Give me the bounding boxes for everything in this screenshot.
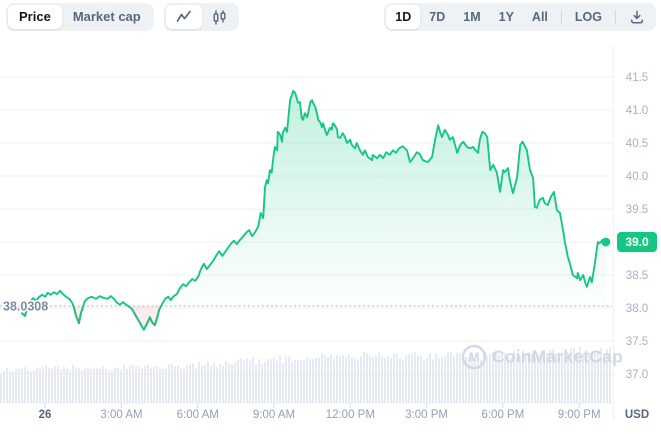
price-line — [21, 89, 607, 331]
x-axis-label: 6:00 PM — [481, 409, 524, 421]
range-selector: 1D 7D 1M 1Y All LOG — [384, 3, 656, 31]
unit-label: USD — [625, 409, 649, 421]
toolbar-divider — [615, 10, 616, 24]
range-button-1d[interactable]: 1D — [386, 5, 421, 29]
line-chart-icon — [176, 10, 191, 22]
x-axis-label: 9:00 PM — [558, 409, 601, 421]
y-axis-label: 40.5 — [626, 138, 648, 150]
price-toggle-button[interactable]: Price — [8, 5, 62, 29]
candlestick-icon — [213, 9, 226, 25]
log-scale-button[interactable]: LOG — [566, 5, 611, 29]
x-axis-label: 3:00 PM — [405, 409, 448, 421]
current-price-dot — [601, 237, 611, 247]
range-button-1m[interactable]: 1M — [454, 5, 489, 29]
x-axis-label: 6:00 AM — [177, 409, 219, 421]
x-axis-label: 12:00 PM — [326, 409, 375, 421]
x-axis-label: 26 — [39, 409, 52, 421]
y-axis-label: 37.0 — [626, 369, 648, 381]
y-axis-label: 37.5 — [626, 336, 648, 348]
range-button-7d[interactable]: 7D — [420, 5, 454, 29]
y-axis-label: 38.0 — [626, 303, 648, 315]
toolbar-left-group: Price Market cap — [6, 3, 239, 31]
x-axis-label: 3:00 AM — [100, 409, 142, 421]
x-axis: 26 3:00 AM 6:00 AM 9:00 AM 12:00 PM 3:00 PM 6:… — [39, 403, 649, 421]
download-chart-button[interactable] — [620, 5, 654, 29]
current-price-label: 39.0 — [625, 235, 649, 249]
y-axis-label: 38.5 — [626, 270, 648, 282]
range-button-all[interactable]: All — [523, 5, 557, 29]
y-axis-label: 39.5 — [626, 204, 648, 216]
market-cap-toggle-button[interactable]: Market cap — [62, 5, 152, 29]
current-price-badge: 39.0 — [617, 232, 657, 252]
y-axis-label: 41.0 — [626, 105, 648, 117]
line-chart-type-button[interactable] — [165, 5, 202, 29]
y-axis-label: 40.0 — [626, 171, 648, 183]
area-fill — [22, 90, 606, 404]
download-icon — [630, 10, 644, 24]
x-axis-label: 9:00 AM — [253, 409, 295, 421]
y-axis-label: 41.5 — [626, 72, 648, 84]
metric-toggle: Price Market cap — [6, 3, 154, 31]
range-button-1y[interactable]: 1Y — [490, 5, 523, 29]
previous-close-label: 38.0308 — [3, 299, 48, 313]
chart-type-toggle — [163, 3, 239, 31]
chart-toolbar: Price Market cap 1D 7 — [6, 3, 656, 31]
candlestick-type-button[interactable] — [202, 5, 237, 29]
toolbar-divider — [560, 10, 562, 24]
range-buttons: 1D 7D 1M 1Y All — [386, 5, 557, 29]
y-axis: 41.5 41.0 40.5 40.0 39.5 38.5 38.0 37.5 37.0 — [626, 72, 648, 381]
